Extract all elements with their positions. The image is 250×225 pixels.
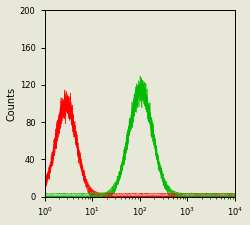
Y-axis label: Counts: Counts bbox=[7, 86, 17, 121]
